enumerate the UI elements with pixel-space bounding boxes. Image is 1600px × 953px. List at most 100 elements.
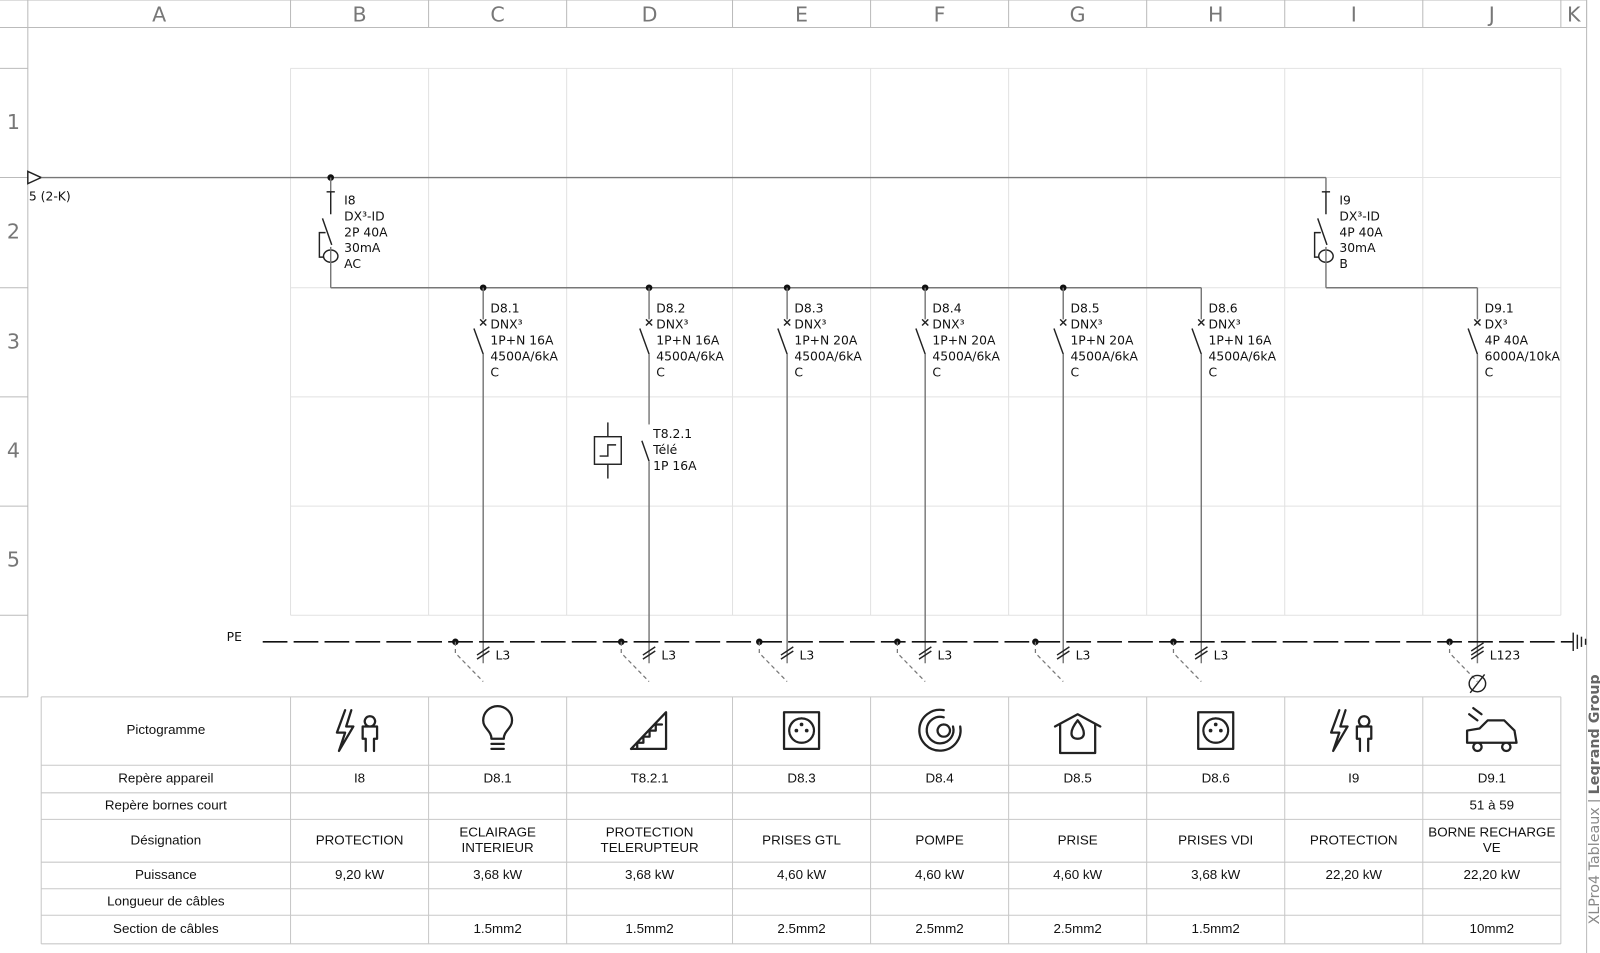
table-cell: PROTECTION xyxy=(606,825,694,840)
table-cell: D8.1 xyxy=(483,771,511,786)
device-label: 4P 40A xyxy=(1485,334,1529,348)
row-label: 1 xyxy=(7,110,20,134)
table-cell: 51 à 59 xyxy=(1470,798,1515,813)
table-cell: INTERIEUR xyxy=(462,840,534,855)
row-label: 2 xyxy=(7,220,20,244)
socket-pin xyxy=(1208,728,1213,733)
table-cell: 4,60 kW xyxy=(777,867,827,882)
pe-link xyxy=(620,641,650,683)
column-label: H xyxy=(1208,2,1223,26)
line xyxy=(641,440,650,462)
cable-tick xyxy=(1056,646,1070,656)
cable-tick xyxy=(1470,646,1484,656)
pe-link xyxy=(1034,641,1064,683)
line xyxy=(645,318,653,326)
cable-label: L3 xyxy=(799,649,814,663)
pictogram xyxy=(1465,706,1518,753)
device-label: D8.1 xyxy=(490,302,519,316)
device-label: 4500A/6kA xyxy=(932,349,1000,363)
cable-tick xyxy=(918,646,932,656)
device-label: DNX³ xyxy=(490,318,522,332)
device-label: I8 xyxy=(344,194,356,208)
device-label: DNX³ xyxy=(932,318,964,332)
cable-tick xyxy=(1056,650,1070,660)
device-label: 4500A/6kA xyxy=(794,349,862,363)
table-cell: 9,20 kW xyxy=(335,867,385,882)
ev-symbol xyxy=(1468,674,1487,693)
pictogram xyxy=(782,711,821,751)
device-label: 4500A/6kA xyxy=(1070,349,1138,363)
device-label: DNX³ xyxy=(1208,318,1240,332)
table-cell: 4,60 kW xyxy=(915,867,965,882)
device-label: DX³-ID xyxy=(344,209,385,223)
device-label: 1P+N 20A xyxy=(932,334,996,348)
device-label: AC xyxy=(344,257,361,271)
table-cell: 3,68 kW xyxy=(473,867,523,882)
column-label: C xyxy=(490,2,504,26)
cable-tick xyxy=(642,646,656,656)
device-label: DNX³ xyxy=(1070,318,1102,332)
table-cell: PRISES VDI xyxy=(1178,832,1253,847)
device-label: 1P+N 20A xyxy=(794,334,858,348)
row-header: Repère bornes court xyxy=(105,798,227,813)
cable-label: L3 xyxy=(661,649,676,663)
device-label: D9.1 xyxy=(1485,302,1514,316)
device-label: C xyxy=(1208,365,1217,379)
column-label: B xyxy=(352,2,366,26)
line xyxy=(321,218,333,246)
table-cell: 4,60 kW xyxy=(1053,867,1103,882)
device-label: DNX³ xyxy=(656,318,688,332)
table-cell: 22,20 kW xyxy=(1326,867,1383,882)
device-label: C xyxy=(490,365,499,379)
table-cell: 3,68 kW xyxy=(625,867,675,882)
cable-tick xyxy=(918,650,932,660)
device-label: C xyxy=(794,365,803,379)
table-cell: D8.6 xyxy=(1202,771,1230,786)
pe-link xyxy=(896,641,926,683)
pictogram xyxy=(918,708,962,752)
line xyxy=(1467,328,1479,355)
software: XLPro4 Tableaux xyxy=(1587,807,1600,925)
pictogram xyxy=(1329,709,1373,753)
device-label: D8.2 xyxy=(656,302,685,316)
device-label: B xyxy=(1339,257,1347,271)
row-label: 3 xyxy=(7,329,20,353)
pictogram xyxy=(1053,713,1102,755)
socket-pin xyxy=(794,728,799,733)
device-label: DX³ xyxy=(1485,318,1508,332)
device-label: 1P+N 20A xyxy=(1070,334,1134,348)
device-label: D8.4 xyxy=(932,302,961,316)
pictogram xyxy=(482,705,514,751)
line xyxy=(1053,328,1064,355)
row-label: 4 xyxy=(7,439,20,463)
column-label: J xyxy=(1487,2,1495,26)
column-label: I xyxy=(1351,2,1357,26)
table-cell: D9.1 xyxy=(1478,771,1506,786)
table-cell: ECLAIRAGE xyxy=(459,825,536,840)
line xyxy=(1473,318,1481,326)
table-cell: I8 xyxy=(354,771,365,786)
line xyxy=(921,318,929,326)
line xyxy=(479,318,487,326)
pe-link xyxy=(758,641,788,683)
pictogram xyxy=(335,709,379,753)
row-label: 5 xyxy=(7,548,20,572)
socket-pin xyxy=(799,722,804,727)
line xyxy=(639,328,650,355)
table-cell: POMPE xyxy=(915,832,963,847)
row-header: Repère appareil xyxy=(118,771,213,786)
table-cell: TELERUPTEUR xyxy=(601,840,699,855)
device-label: 2P 40A xyxy=(344,225,388,239)
cable-tick xyxy=(780,646,794,656)
pictogram xyxy=(629,711,668,751)
table-cell: PROTECTION xyxy=(1310,832,1398,847)
feed-label: 5 (2-K) xyxy=(29,189,71,203)
column-label: E xyxy=(795,2,808,26)
line xyxy=(473,328,484,355)
device-label: T8.2.1 xyxy=(652,427,692,441)
symbol xyxy=(318,231,326,258)
device-label: I9 xyxy=(1339,194,1351,208)
table-cell: VE xyxy=(1483,840,1501,855)
